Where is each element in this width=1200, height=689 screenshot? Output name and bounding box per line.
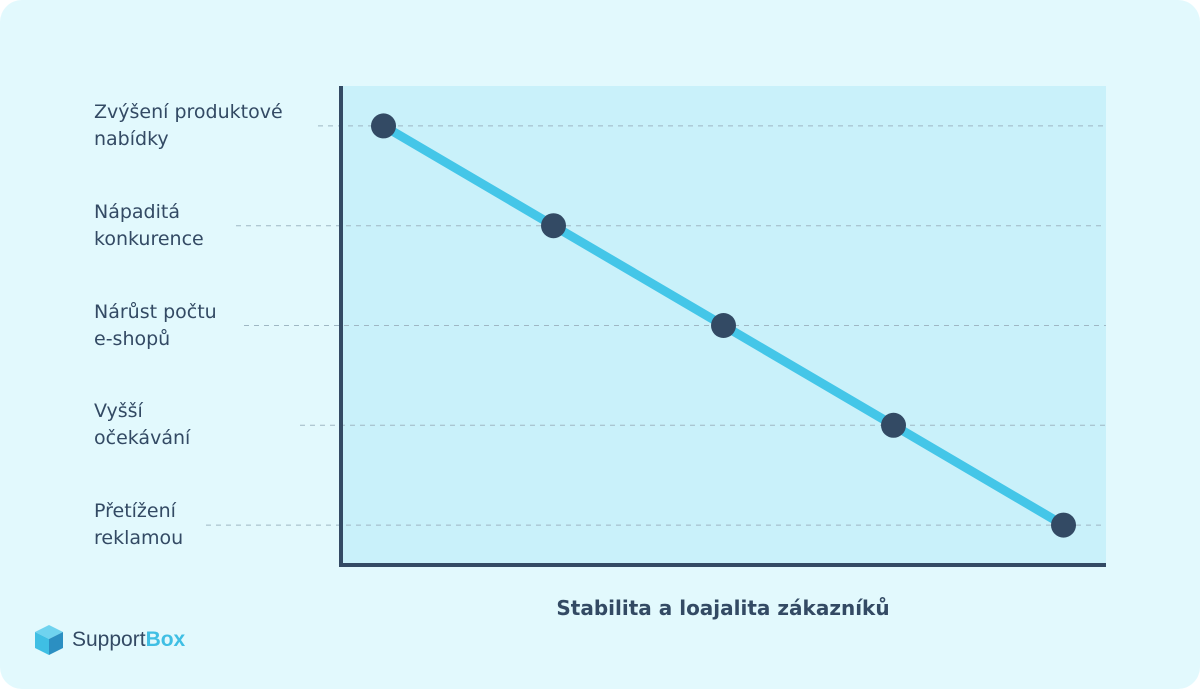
brand-logo: SupportBox — [34, 624, 185, 656]
brand-name-part1: Support — [72, 628, 146, 651]
data-point — [541, 213, 566, 239]
data-point — [711, 313, 736, 338]
brand-name-part2: Box — [145, 628, 186, 651]
y-tick-label: Zvýšení produktové nabídky — [94, 100, 283, 150]
y-tick-label: Nápaditá konkurence — [94, 200, 204, 250]
cube-icon — [35, 625, 63, 655]
data-point — [371, 113, 396, 139]
axis-lines — [339, 86, 1106, 567]
data-point — [1051, 512, 1076, 538]
y-tick-label: Vyšší očekávání — [94, 400, 191, 450]
brand-name: SupportBox — [72, 628, 185, 652]
data-point — [881, 412, 906, 438]
y-tick-label: Nárůst počtu e-shopů — [94, 300, 217, 350]
x-axis-title: Stabilita a loajalita zákazníků — [556, 596, 890, 620]
y-tick-label: Přetížení reklamou — [94, 500, 184, 550]
